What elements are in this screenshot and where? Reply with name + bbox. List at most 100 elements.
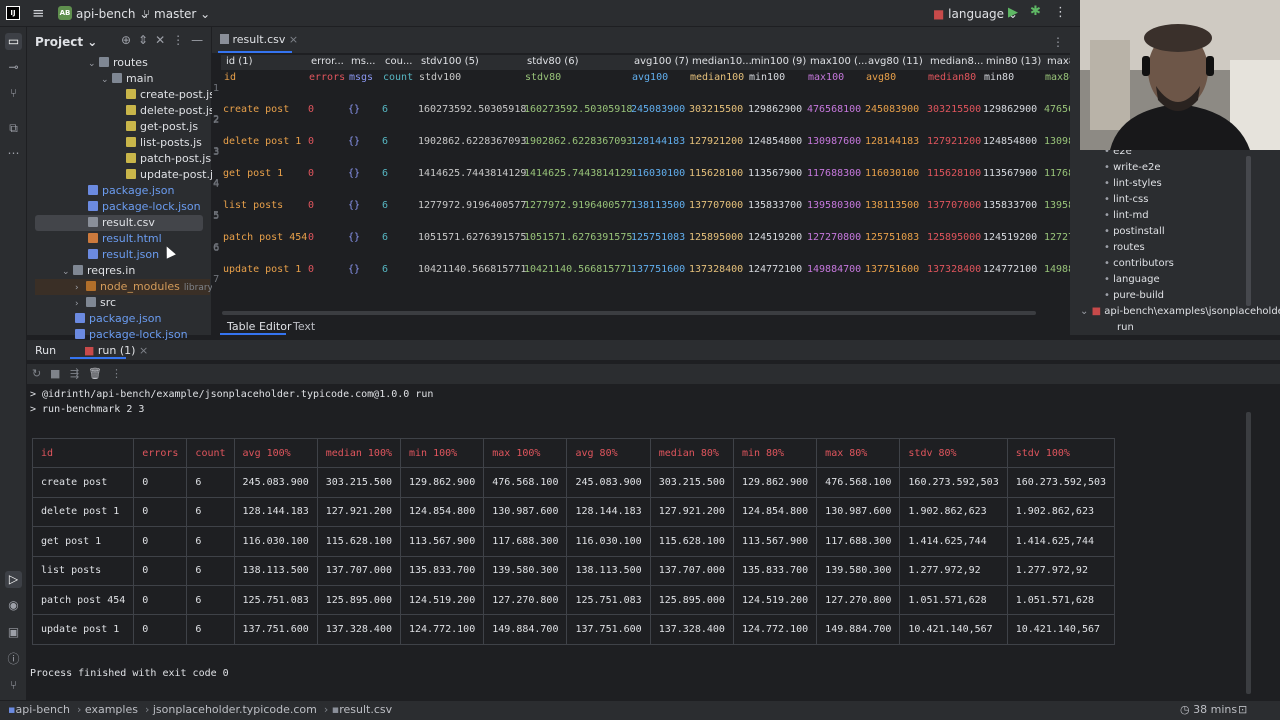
- csv-header-row-cell[interactable]: min80: [984, 72, 1015, 83]
- csv-header-row-cell[interactable]: avg100: [632, 72, 669, 83]
- npm-script-item[interactable]: • lint-styles: [1104, 178, 1162, 189]
- csv-cell[interactable]: 12727: [1044, 232, 1075, 243]
- tree-file[interactable]: create-post.js: [126, 87, 215, 103]
- csv-column-header-cell[interactable]: stdv80 (6): [527, 56, 579, 67]
- trash-icon[interactable]: 🗑: [88, 367, 102, 380]
- csv-cell[interactable]: 303215500: [689, 104, 744, 115]
- csv-cell[interactable]: 0: [308, 168, 315, 179]
- more-vert-icon[interactable]: ⋮: [111, 367, 122, 380]
- csv-cell[interactable]: 135833700: [748, 200, 803, 211]
- vertical-scrollbar[interactable]: [1246, 156, 1251, 306]
- csv-cell[interactable]: 128144183: [865, 136, 920, 147]
- breadcrumb-item[interactable]: examples: [84, 703, 138, 716]
- npm-script-item[interactable]: • pure-build: [1104, 290, 1164, 301]
- play-icon[interactable]: ▶: [1008, 5, 1018, 20]
- tab-result-csv[interactable]: result.csv ×: [220, 33, 298, 46]
- breadcrumb-item[interactable]: jsonplaceholder.typicode.com: [152, 703, 317, 716]
- csv-cell[interactable]: 13958: [1044, 200, 1075, 211]
- csv-header-row-cell[interactable]: min100: [749, 72, 786, 83]
- csv-column-header-cell[interactable]: avg80 (11): [868, 56, 923, 67]
- csv-cell[interactable]: 124772100: [748, 264, 803, 275]
- chevron-down-icon[interactable]: ⌄: [101, 75, 109, 85]
- csv-cell[interactable]: 137328400: [927, 264, 982, 275]
- csv-editor[interactable]: [212, 55, 1070, 307]
- csv-cell[interactable]: {}: [348, 200, 361, 211]
- terminal-icon[interactable]: ▣: [7, 625, 20, 639]
- csv-column-header-cell[interactable]: median8...: [930, 56, 984, 67]
- csv-cell[interactable]: 1051571.6276391575: [524, 232, 633, 243]
- npm-script-item[interactable]: • routes: [1104, 242, 1145, 253]
- csv-cell[interactable]: 1902862.6228367093: [524, 136, 633, 147]
- tree-folder[interactable]: ⌄ routes: [88, 55, 148, 71]
- tree-file[interactable]: result.json: [88, 247, 159, 263]
- csv-header-row-cell[interactable]: count: [383, 72, 414, 83]
- csv-cell[interactable]: 137751600: [865, 264, 920, 275]
- folder-icon[interactable]: ▭: [5, 33, 22, 50]
- csv-cell[interactable]: 129862900: [748, 104, 803, 115]
- csv-cell[interactable]: {}: [348, 264, 361, 275]
- run-tool-icon[interactable]: ▷: [5, 571, 22, 588]
- csv-cell[interactable]: 10421140.566815771: [418, 264, 527, 275]
- problems-icon[interactable]: ⓘ: [7, 652, 20, 666]
- csv-cell[interactable]: 138113500: [865, 200, 920, 211]
- csv-cell[interactable]: get post 1: [223, 168, 284, 179]
- npm-group[interactable]: ⌄ ■ api-bench\examples\jsonplaceholde: [1080, 306, 1280, 317]
- csv-cell[interactable]: delete post 1: [223, 136, 302, 147]
- csv-column-header-cell[interactable]: max8: [1047, 56, 1076, 67]
- csv-cell[interactable]: 117688300: [807, 168, 862, 179]
- chevron-down-icon[interactable]: ⌄: [88, 59, 96, 69]
- csv-cell[interactable]: {}: [348, 168, 361, 179]
- csv-cell[interactable]: 116030100: [865, 168, 920, 179]
- csv-cell[interactable]: 1051571.6276391575: [418, 232, 527, 243]
- csv-cell[interactable]: 47656: [1044, 104, 1075, 115]
- csv-cell[interactable]: 124854800: [983, 136, 1038, 147]
- csv-cell[interactable]: 6: [382, 104, 389, 115]
- csv-cell[interactable]: 303215500: [927, 104, 982, 115]
- tree-file[interactable]: list-posts.js: [126, 135, 202, 151]
- tab-text[interactable]: Text: [293, 320, 316, 333]
- csv-header-row-cell[interactable]: stdv100: [419, 72, 462, 83]
- csv-cell[interactable]: 0: [308, 232, 315, 243]
- npm-script-item[interactable]: • contributors: [1104, 258, 1174, 269]
- chevron-down-icon[interactable]: ⌄: [62, 267, 70, 277]
- horizontal-scrollbar[interactable]: [222, 311, 1036, 315]
- branch-switcher[interactable]: ⑂ master ⌄: [143, 7, 211, 21]
- vertical-scrollbar[interactable]: [1246, 412, 1251, 694]
- project-switcher[interactable]: api-bench ⌄: [76, 7, 150, 21]
- csv-cell[interactable]: 127270800: [807, 232, 862, 243]
- csv-column-header-cell[interactable]: cou...: [385, 56, 413, 67]
- csv-cell[interactable]: 6: [382, 264, 389, 275]
- csv-cell[interactable]: 125895000: [689, 232, 744, 243]
- csv-cell[interactable]: 6: [382, 136, 389, 147]
- csv-cell[interactable]: patch post 454: [223, 232, 308, 243]
- csv-cell[interactable]: 245083900: [631, 104, 686, 115]
- vcs-icon[interactable]: ⑂: [9, 86, 18, 100]
- tab-run-1[interactable]: ■ run (1) ×: [84, 344, 148, 357]
- csv-column-header-cell[interactable]: stdv100 (5): [421, 56, 479, 67]
- commit-icon[interactable]: ⊸: [8, 60, 19, 74]
- csv-header-row-cell[interactable]: errors: [309, 72, 346, 83]
- more-vert-icon[interactable]: ⋮: [1052, 35, 1064, 49]
- tree-file[interactable]: update-post.js: [126, 167, 219, 183]
- csv-cell[interactable]: 1414625.7443814129: [524, 168, 633, 179]
- csv-cell[interactable]: 160273592.50305918: [418, 104, 527, 115]
- csv-column-header-cell[interactable]: error...: [311, 56, 344, 67]
- project-panel-toolbar[interactable]: ⊕⇕✕⋮—: [121, 33, 211, 47]
- csv-cell[interactable]: 11768: [1044, 168, 1075, 179]
- csv-cell[interactable]: 137328400: [689, 264, 744, 275]
- csv-cell[interactable]: 0: [308, 264, 315, 275]
- tree-folder[interactable]: ⌄ reqres.in: [62, 263, 135, 279]
- csv-cell[interactable]: 10421140.566815771: [524, 264, 633, 275]
- csv-column-header-cell[interactable]: ms...: [351, 56, 376, 67]
- tree-file[interactable]: package.json: [75, 311, 161, 327]
- csv-cell[interactable]: 137707000: [689, 200, 744, 211]
- csv-cell[interactable]: 125751083: [631, 232, 686, 243]
- csv-cell[interactable]: 128144183: [631, 136, 686, 147]
- csv-header-row-cell[interactable]: msgs: [349, 72, 374, 83]
- run-config-selector[interactable]: ■ language ⌄: [933, 7, 1018, 21]
- git-icon[interactable]: ⑂: [9, 678, 18, 692]
- tree-file[interactable]: result.html: [88, 231, 162, 247]
- csv-cell[interactable]: 124519200: [748, 232, 803, 243]
- csv-cell[interactable]: 14988: [1044, 264, 1075, 275]
- csv-cell[interactable]: 1277972.9196400577: [418, 200, 527, 211]
